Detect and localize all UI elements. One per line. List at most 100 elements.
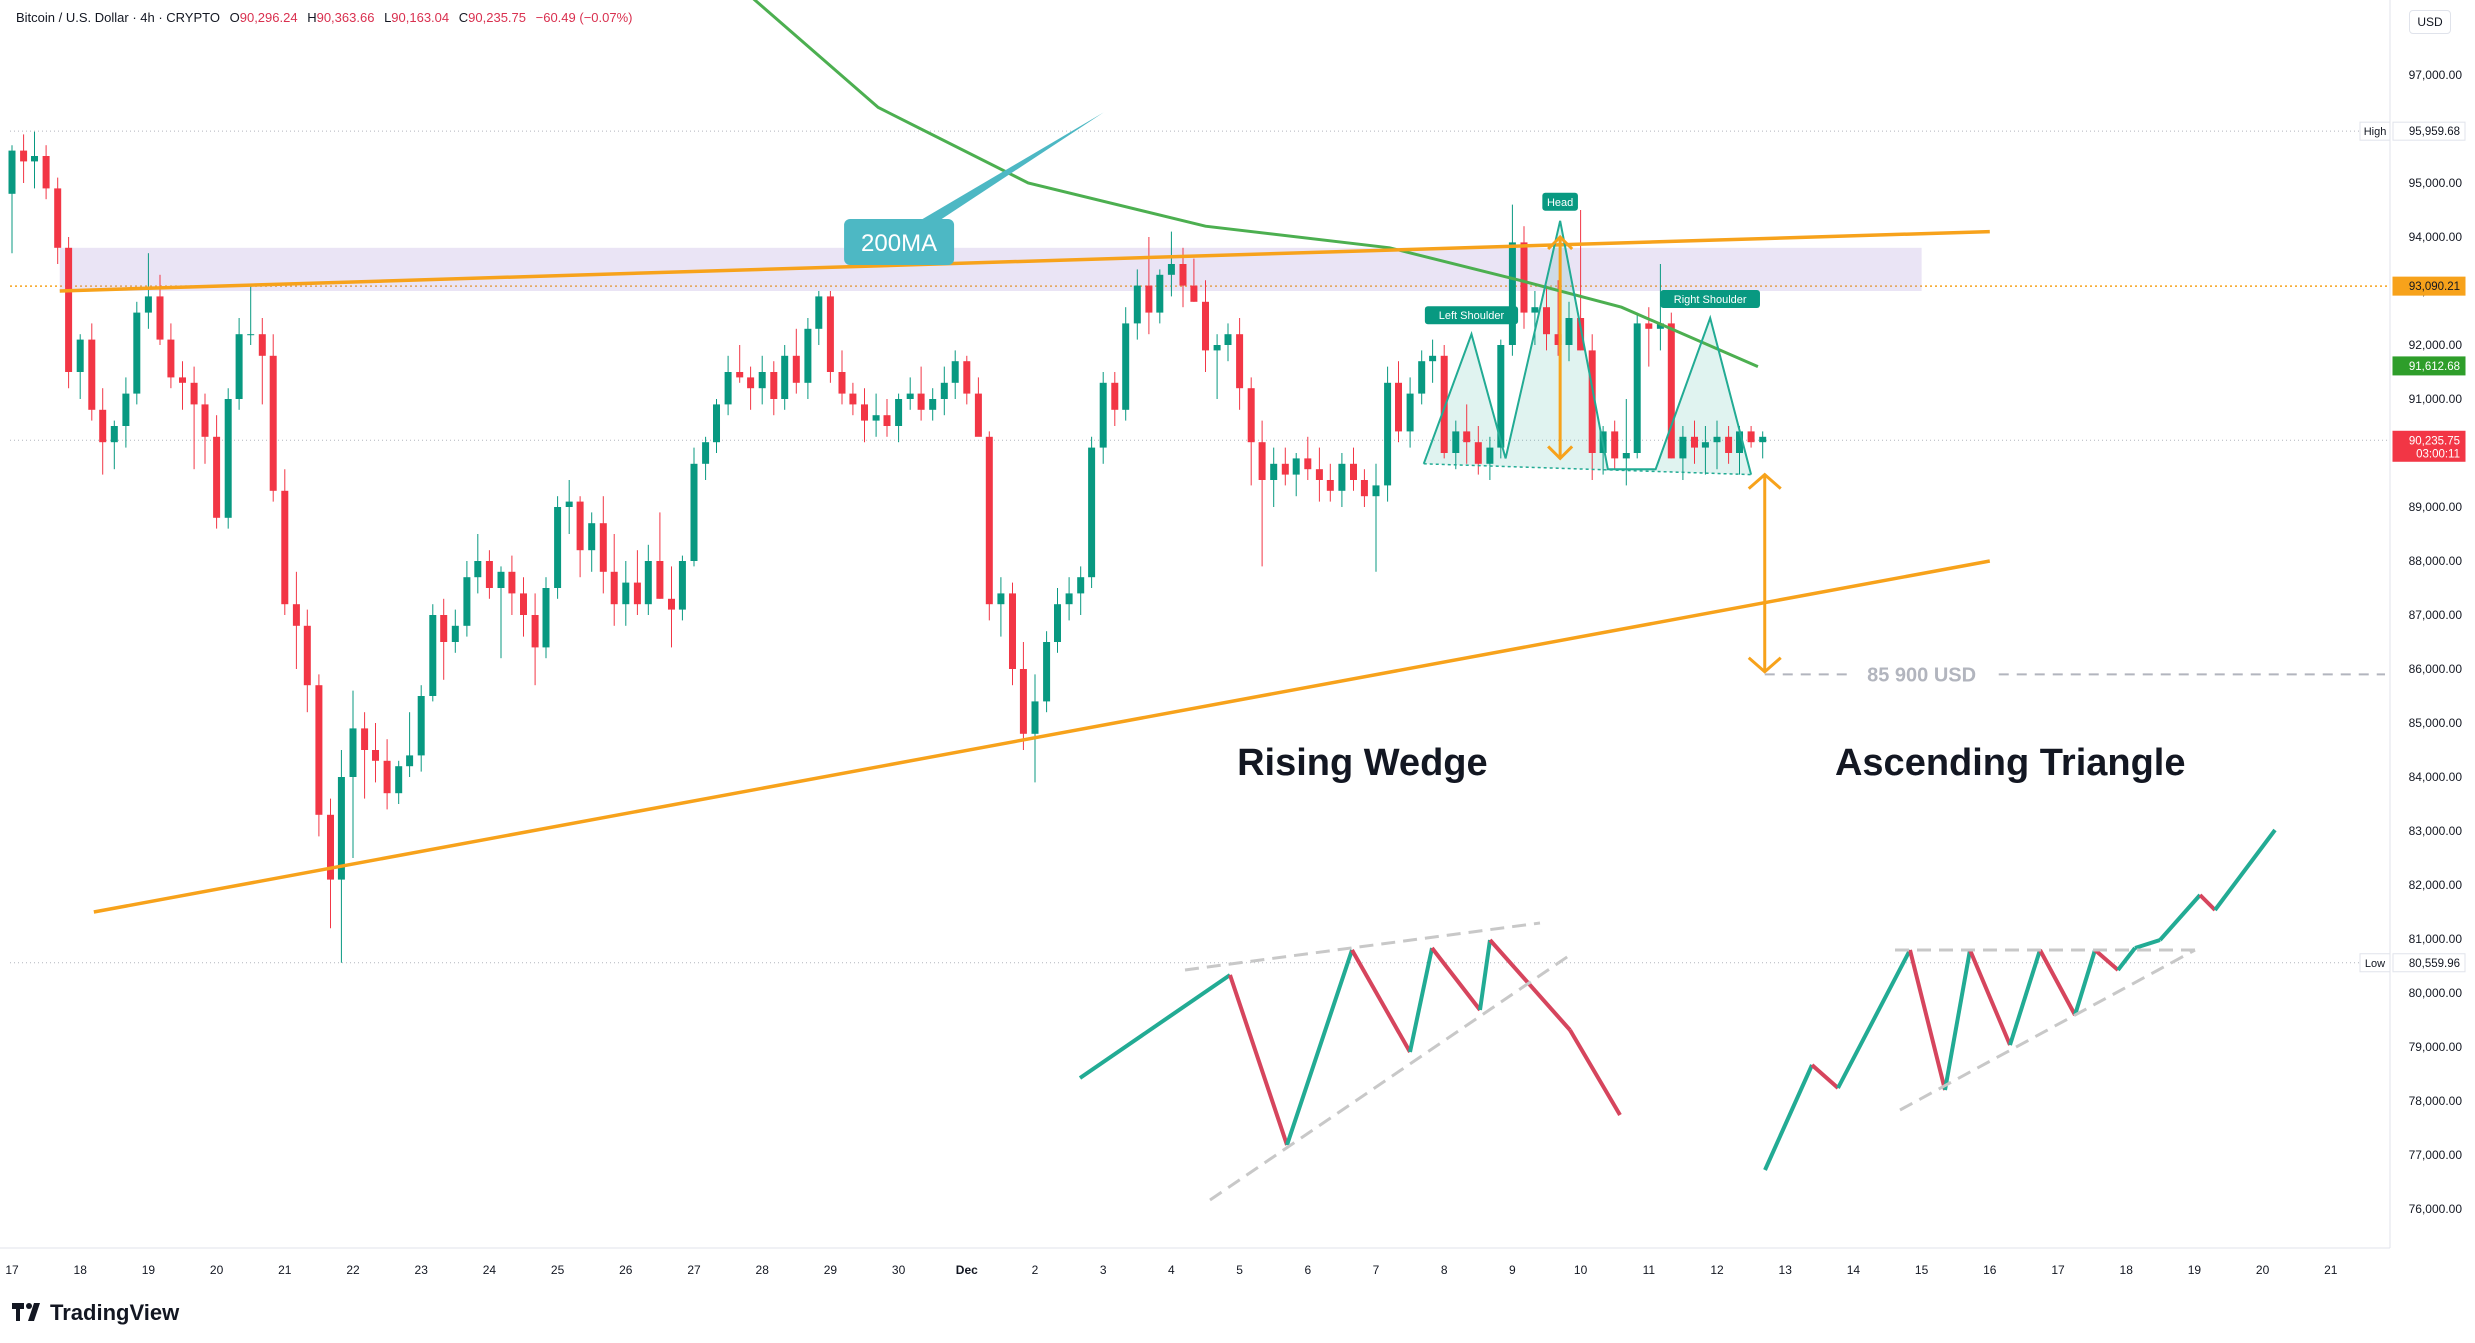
candle-body (826, 296, 834, 372)
candle-body (463, 577, 471, 626)
x-tick-label: 8 (1441, 1263, 1448, 1277)
candle-body (349, 728, 357, 777)
candle-body (667, 598, 675, 610)
candle-body (497, 571, 505, 588)
candle-body (190, 382, 198, 405)
candle-body (1145, 285, 1153, 313)
arrow-head-down (1547, 445, 1574, 461)
callout-text: 200MA (861, 230, 937, 257)
candle-body (1224, 334, 1232, 345)
candle-body (315, 685, 323, 815)
y-tick-label: 94,000.00 (2409, 230, 2463, 244)
wedge-illustration-segment (1350, 949, 1412, 1053)
x-tick-label: 19 (142, 1263, 156, 1277)
candle-body (758, 372, 766, 389)
y-tick-label: 78,000.00 (2409, 1094, 2463, 1108)
candle-body (1463, 431, 1471, 443)
candle-body (31, 156, 39, 162)
close-value: 90,235.75 (468, 10, 526, 25)
wedge-upper-line (59, 229, 1990, 293)
candle-body (1725, 436, 1733, 453)
y-tick-label: 89,000.00 (2409, 500, 2463, 514)
x-tick-label: 15 (1915, 1263, 1929, 1277)
y-tick-label: 86,000.00 (2409, 662, 2463, 676)
triangle-illustration-segment (1943, 949, 1972, 1091)
candle-body (406, 755, 414, 767)
wedge-illustration-segment (1568, 1028, 1622, 1117)
candle-body (1395, 382, 1403, 432)
y-tick-label: 88,000.00 (2409, 554, 2463, 568)
candle-body (247, 334, 255, 336)
target-arrow-top (1747, 472, 1782, 490)
candle-body (372, 750, 380, 761)
candle-body (110, 426, 118, 443)
candle-body (1747, 431, 1755, 443)
open-label: O (229, 10, 240, 25)
wedge-illustration-segment (1478, 939, 1492, 1011)
candle-body (429, 615, 437, 696)
price-tag-value: 95,959.68 (2409, 126, 2460, 138)
candle-body (1247, 388, 1255, 443)
candle-body (781, 355, 789, 399)
candle-body (1736, 431, 1744, 453)
candle-body (474, 561, 482, 578)
tradingview-logo[interactable]: TradingView (12, 1300, 179, 1327)
candle-body (531, 615, 539, 648)
candle-body (1372, 485, 1380, 497)
candle-body (99, 409, 107, 443)
candle-body (224, 399, 232, 518)
candle-body (65, 247, 73, 372)
y-tick-label: 82,000.00 (2409, 878, 2463, 892)
candle-body (929, 399, 937, 410)
target-label: 85 900 USD (1867, 664, 1976, 686)
price-tag-caption: Low (2365, 958, 2385, 970)
candle-body (804, 328, 812, 383)
candle-body (1111, 382, 1119, 410)
candle-body (644, 561, 652, 605)
candle-body (985, 436, 993, 605)
candle-body (815, 296, 823, 329)
candle-body (1122, 323, 1130, 410)
price-tag-value: 93,090.21 (2409, 281, 2460, 293)
candle-body (702, 442, 710, 464)
candle-body (1667, 323, 1675, 459)
candle-body (963, 361, 971, 394)
candle-body (508, 571, 516, 594)
candle-body (417, 696, 425, 756)
candle-body (770, 372, 778, 399)
candle-body (599, 523, 607, 572)
candle-body (1099, 382, 1107, 448)
symbol-name: Bitcoin / U.S. Dollar · 4h · CRYPTO (16, 10, 220, 25)
x-tick-label: 18 (2120, 1263, 2134, 1277)
candle-body (895, 399, 903, 426)
x-tick-label: 25 (551, 1263, 565, 1277)
open-value: 90,296.24 (239, 10, 298, 25)
candle-body (1360, 480, 1368, 497)
x-tick-label: 22 (346, 1263, 360, 1277)
x-tick-label: 18 (74, 1263, 88, 1277)
candle-body (326, 814, 334, 880)
rising-wedge-illustration (1078, 921, 1622, 1202)
price-tag-bg (2392, 276, 2466, 296)
y-tick-label: 79,000.00 (2409, 1040, 2463, 1054)
wedge-illustration-upper (1184, 921, 1541, 972)
price-tag-bg (2392, 356, 2466, 376)
candle-body (838, 372, 846, 394)
triangle-illustration-segment (1836, 949, 1912, 1089)
candle-body (156, 296, 164, 340)
candle-body (20, 150, 28, 162)
ma200-line (752, 0, 1759, 368)
pattern-label-bg (1542, 192, 1578, 211)
pattern-label: Left Shoulder (1439, 310, 1505, 322)
brand-name: TradingView (50, 1300, 180, 1325)
candle-body (1008, 593, 1016, 669)
candle-body (1418, 361, 1426, 394)
candle-body (997, 593, 1005, 605)
candle-body (520, 593, 527, 615)
y-tick-label: 95,000.00 (2409, 176, 2463, 190)
candle-body (1452, 431, 1460, 453)
candle-body (42, 156, 50, 189)
candle-body (1486, 447, 1494, 464)
currency-selector[interactable]: USD (2409, 10, 2451, 34)
